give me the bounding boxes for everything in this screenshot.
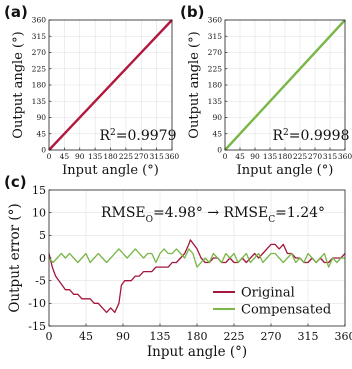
- r-squared-annotation: R2=0.9979: [100, 128, 177, 144]
- y-tick-label: 45: [212, 129, 222, 138]
- y-tick-label: 270: [32, 48, 47, 57]
- y-tick-label: 225: [32, 64, 47, 73]
- legend-label-original: Original: [241, 286, 295, 301]
- x-tick-label: 45: [79, 330, 93, 343]
- x-tick-label: 360: [165, 152, 180, 161]
- x-tick-label: 315: [149, 152, 164, 161]
- x-tick-label: 180: [278, 152, 293, 161]
- panel-b: 0 45 90 135 180 225 270 315 36004590135180225270…: [180, 3, 352, 178]
- x-axis-label: Input angle (°): [62, 163, 159, 178]
- y-tick-label: 0: [39, 252, 46, 265]
- x-tick-label: 135: [150, 330, 171, 343]
- y-tick-label: 360: [32, 16, 47, 25]
- y-tick-label: -10: [28, 297, 46, 310]
- x-tick-label: 135: [263, 152, 278, 161]
- y-tick-label: 90: [212, 113, 222, 122]
- panel-label: (a): [4, 3, 28, 21]
- x-tick-label: 360: [338, 152, 352, 161]
- x-tick-label: 0: [47, 152, 52, 161]
- legend-label-compensated: Compensated: [241, 303, 331, 318]
- x-tick-label: 0: [223, 152, 228, 161]
- x-axis-label: Input angle (°): [147, 344, 247, 360]
- panel-label: (b): [180, 3, 204, 21]
- x-tick-label: 315: [323, 152, 338, 161]
- x-tick-label: 180: [103, 152, 118, 161]
- x-tick-label: 315: [298, 330, 319, 343]
- series-line-compensated: [48, 248, 345, 268]
- y-axis-label: Output angle (°): [187, 31, 202, 138]
- series-line-data: [224, 19, 346, 151]
- x-tick-label: 270: [134, 152, 149, 161]
- x-tick-label: 270: [261, 330, 282, 343]
- x-axis-label: Input angle (°): [237, 163, 334, 178]
- y-tick-label: 180: [32, 81, 47, 90]
- y-tick-label: 315: [32, 32, 47, 41]
- y-tick-label: 0: [217, 146, 222, 155]
- panel-label: (c): [4, 173, 27, 191]
- x-tick-label: 360: [335, 330, 352, 343]
- x-tick-label: 135: [88, 152, 103, 161]
- x-tick-label: 180: [187, 330, 208, 343]
- y-tick-label: 0: [41, 146, 46, 155]
- y-tick-label: 225: [208, 64, 223, 73]
- x-tick-label: 90: [250, 152, 260, 161]
- rmse-annotation: RMSEO=4.98° → RMSEC=1.24°: [101, 205, 325, 225]
- y-axis-label: Output error (°): [7, 203, 23, 312]
- x-tick-label: 45: [60, 152, 70, 161]
- series-line-data: [48, 19, 173, 151]
- y-tick-label: 270: [208, 48, 223, 57]
- y-tick-label: 90: [36, 113, 46, 122]
- x-tick-label: 225: [224, 330, 245, 343]
- x-tick-label: 45: [235, 152, 245, 161]
- y-tick-label: 135: [32, 97, 47, 106]
- panel-a: 0 45 90 135 180 225 270 315 36004590135180225270…: [4, 3, 179, 178]
- x-tick-label: 0: [46, 330, 53, 343]
- y-tick-label: 135: [208, 97, 223, 106]
- y-tick-label: 15: [32, 184, 46, 197]
- legend: Original Compensated: [213, 286, 331, 318]
- r-squared-annotation: R2=0.9998: [273, 128, 350, 144]
- y-tick-label: 360: [208, 16, 223, 25]
- y-tick-label: -5: [35, 275, 46, 288]
- x-tick-label: 90: [75, 152, 85, 161]
- y-tick-label: 315: [208, 32, 223, 41]
- x-tick-label: 270: [308, 152, 323, 161]
- x-tick-label: 225: [119, 152, 134, 161]
- panel-c: 0 45 90 135 180 225 270 315 360 -15 -10 -5 0 5 10 15 Inp…: [4, 173, 352, 360]
- y-tick-label: 45: [36, 129, 46, 138]
- y-tick-label: 10: [32, 207, 46, 220]
- y-tick-label: 180: [208, 81, 223, 90]
- y-tick-label: 5: [39, 229, 46, 242]
- y-tick-label: -15: [28, 320, 46, 333]
- series-line-original: [48, 239, 346, 314]
- y-axis-label: Output angle (°): [11, 31, 26, 138]
- x-tick-label: 90: [116, 330, 130, 343]
- x-tick-label: 225: [293, 152, 308, 161]
